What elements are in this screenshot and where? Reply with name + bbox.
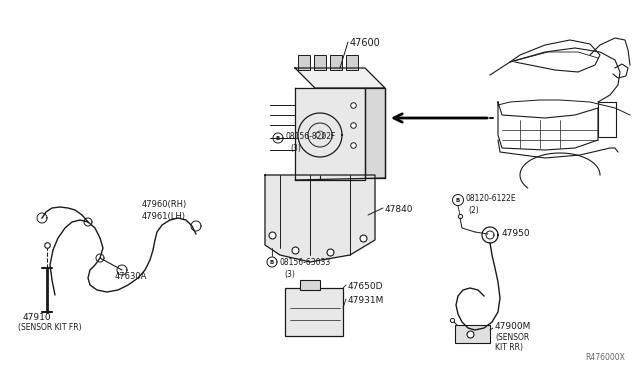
Bar [298,55,310,70]
Bar [346,55,358,70]
Bar [455,325,490,343]
Text: 47630A: 47630A [115,272,147,281]
Text: 47650D: 47650D [348,282,383,291]
Polygon shape [365,88,385,178]
Text: B: B [456,198,460,202]
Text: 47900M: 47900M [495,322,531,331]
Text: R476000X: R476000X [585,353,625,362]
Text: KIT RR): KIT RR) [495,343,523,352]
Text: 47961(LH): 47961(LH) [142,212,186,221]
Polygon shape [295,88,365,180]
Text: 47600: 47600 [350,38,381,48]
Text: 47840: 47840 [385,205,413,214]
Polygon shape [265,175,375,262]
Bar [330,55,342,70]
Polygon shape [295,68,385,88]
Text: B: B [270,260,274,264]
Text: (3): (3) [284,270,295,279]
Text: 08156-8202F: 08156-8202F [286,132,337,141]
Text: (SENSOR: (SENSOR [495,333,529,342]
Bar [314,55,326,70]
Text: 08120-6122E: 08120-6122E [466,194,516,203]
Text: (3): (3) [290,144,301,153]
Text: 47910: 47910 [23,313,52,322]
Text: 47931M: 47931M [348,296,385,305]
Text: B: B [276,135,280,141]
Text: (2): (2) [468,206,479,215]
Bar [598,102,616,137]
Text: (SENSOR KIT FR): (SENSOR KIT FR) [18,323,82,332]
Text: 47950: 47950 [502,229,531,238]
Bar [300,280,320,290]
Text: 47960(RH): 47960(RH) [142,200,188,209]
Bar [285,288,343,336]
Text: 08156-63033: 08156-63033 [280,258,332,267]
